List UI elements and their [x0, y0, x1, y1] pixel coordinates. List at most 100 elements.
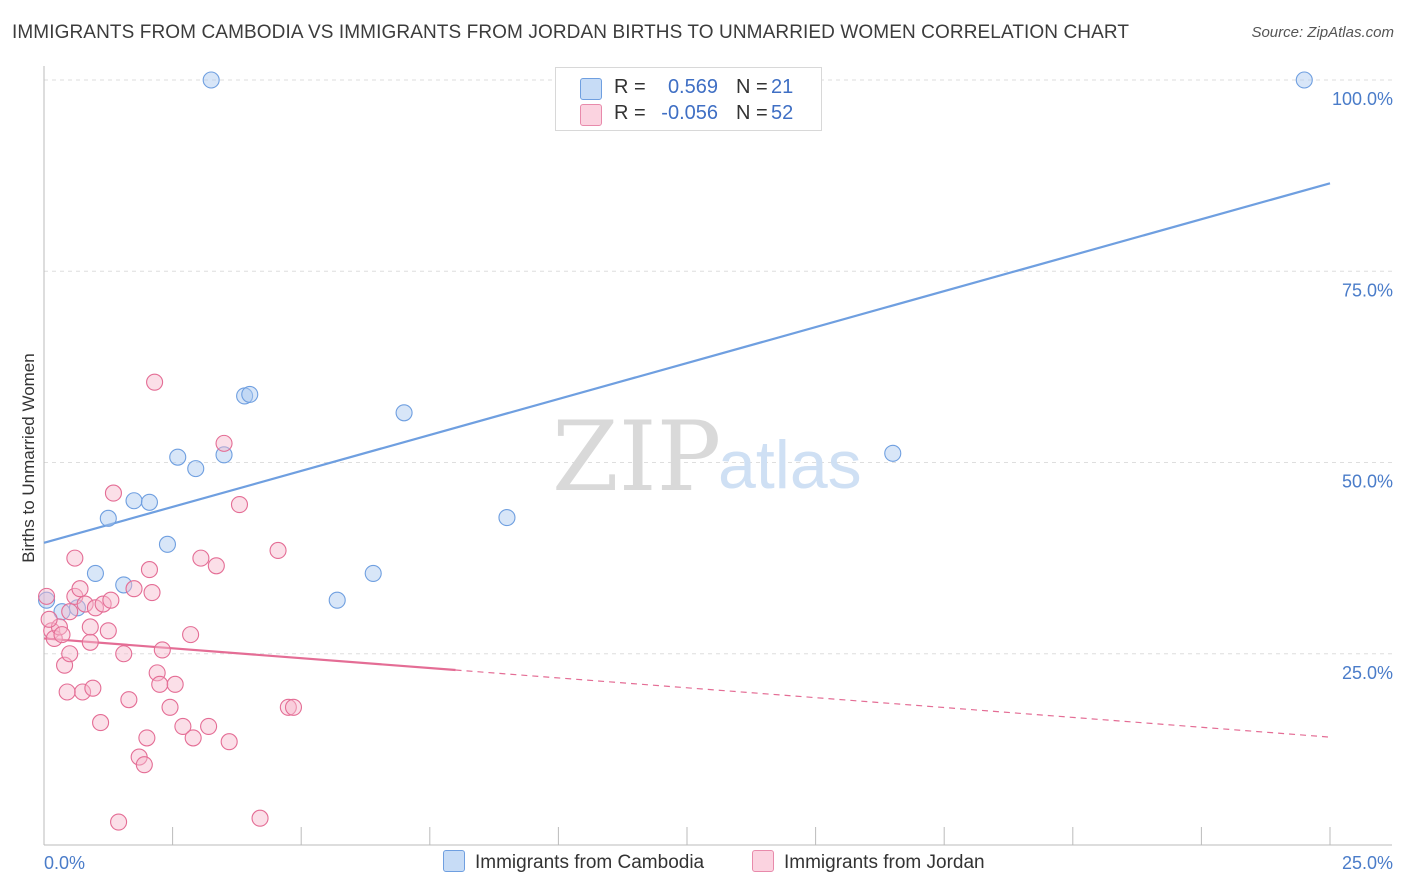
jordan-point-43	[230, 496, 249, 514]
data-points	[38, 71, 1313, 831]
jordan-point-15	[86, 599, 104, 617]
source-label: Source: ZipAtlas.com	[1251, 24, 1394, 41]
legend-swatch-cambodia	[443, 850, 465, 873]
cambodia-point-8	[158, 535, 177, 553]
jordan-point-22	[120, 691, 138, 709]
jordan-point-18	[99, 622, 117, 640]
trend-lines	[43, 182, 1331, 738]
stats-swatch-cambodia	[580, 78, 602, 100]
jordan-point-11	[74, 683, 92, 701]
jordan-point-9	[66, 549, 84, 567]
jordan-point-47	[284, 698, 303, 716]
cambodia-point-4	[99, 509, 117, 527]
cambodia-point-0	[38, 591, 56, 609]
jordan-point-25	[135, 756, 153, 774]
n-label: N =	[736, 76, 768, 98]
cambodia-point-9	[169, 448, 187, 466]
jordan-point-29	[146, 373, 164, 391]
x-tick-label-1: 25.0%	[1342, 853, 1393, 873]
jordan-point-17	[94, 595, 112, 613]
cambodia-point-6	[125, 492, 143, 510]
jordan-point-49	[81, 618, 99, 636]
cambodia-point-3	[86, 564, 104, 582]
y-tick-label-0: 25.0%	[1342, 663, 1393, 683]
cambodia-point-14	[241, 385, 259, 403]
n-label: N =	[736, 102, 768, 124]
cambodia-point-18	[498, 509, 516, 527]
jordan-point-19	[104, 484, 122, 502]
gridlines	[44, 79, 1392, 655]
jordan-point-37	[184, 729, 202, 747]
x-tick-label-0: 0.0%	[44, 853, 85, 873]
y-tick-label-2: 75.0%	[1342, 280, 1393, 300]
r-value: 0.569	[667, 76, 718, 98]
n-value: 52	[771, 102, 794, 124]
axes	[43, 66, 1392, 846]
tick-labels: 25.0% 50.0% 75.0% 100.0% 0.0% 25.0%	[44, 89, 1393, 873]
jordan-point-41	[215, 434, 233, 452]
jordan-point-12	[76, 595, 94, 613]
jordan-point-33	[161, 698, 179, 716]
watermark-atlas: atlas	[718, 427, 862, 503]
n-value: 21	[771, 76, 794, 98]
jordan-point-42	[220, 733, 238, 751]
legend-item-cambodia[interactable]: Immigrants from Cambodia	[443, 850, 705, 878]
jordan-point-45	[269, 541, 287, 560]
y-axis-label: Births to Unmarried Women	[19, 353, 38, 562]
legend-label-cambodia: Immigrants from Cambodia	[475, 852, 705, 873]
watermark-zip: ZIP	[552, 401, 721, 513]
jordan-point-16	[92, 714, 110, 732]
jordan-point-35	[174, 717, 192, 735]
legend-label-jordan: Immigrants from Jordan	[784, 852, 985, 873]
cambodia-point-15	[328, 591, 346, 609]
jordan-point-4	[53, 626, 71, 644]
cambodia-point-11	[202, 71, 220, 89]
jordan-point-44	[251, 809, 269, 827]
y-tick-label-1: 50.0%	[1342, 472, 1393, 492]
jordan-point-32	[153, 641, 171, 659]
watermark: ZIP atlas	[552, 401, 862, 513]
jordan-point-51	[58, 683, 76, 701]
jordan-point-20	[110, 813, 128, 831]
jordan-point-27	[140, 561, 159, 579]
jordan-point-28	[143, 583, 161, 602]
stats-swatch-jordan	[580, 104, 602, 126]
y-tick-label-3: 100.0%	[1332, 89, 1393, 109]
cambodia-point-17	[395, 404, 413, 422]
jordan-point-0	[38, 587, 56, 605]
jordan-point-10	[71, 580, 89, 598]
r-label: R =	[614, 76, 646, 98]
cambodia-point-5	[115, 576, 133, 594]
cambodia-point-7	[140, 493, 159, 511]
trend-line-dashed-1	[455, 669, 1331, 738]
jordan-point-48	[40, 610, 58, 628]
jordan-point-26	[138, 729, 156, 747]
jordan-point-46	[279, 698, 297, 716]
legend-swatch-jordan	[752, 850, 774, 873]
cambodia-point-19	[884, 444, 902, 462]
r-label: R =	[614, 102, 646, 124]
jordan-point-7	[61, 603, 79, 621]
legend-item-jordan[interactable]: Immigrants from Jordan	[752, 850, 985, 878]
jordan-point-31	[151, 675, 169, 693]
jordan-point-6	[61, 645, 79, 663]
stats-box: R = 0.569 N = 21 R = -0.056 N = 52	[555, 67, 822, 131]
cambodia-point-16	[364, 564, 382, 582]
jordan-point-23	[125, 580, 143, 598]
jordan-point-36	[182, 626, 200, 644]
trend-line-solid-1	[43, 637, 456, 672]
jordan-point-14	[84, 679, 102, 697]
r-value: -0.056	[661, 102, 718, 124]
chart-title: IMMIGRANTS FROM CAMBODIA VS IMMIGRANTS F…	[12, 22, 1130, 43]
cambodia-point-20	[1295, 71, 1313, 89]
jordan-point-21	[115, 645, 133, 663]
jordan-point-50	[102, 591, 120, 609]
cambodia-point-10	[187, 460, 205, 478]
jordan-point-40	[207, 557, 225, 575]
jordan-point-38	[192, 549, 210, 567]
jordan-point-34	[166, 675, 184, 693]
jordan-point-13	[81, 633, 99, 651]
trend-line-0	[43, 182, 1331, 544]
jordan-point-39	[200, 717, 218, 735]
